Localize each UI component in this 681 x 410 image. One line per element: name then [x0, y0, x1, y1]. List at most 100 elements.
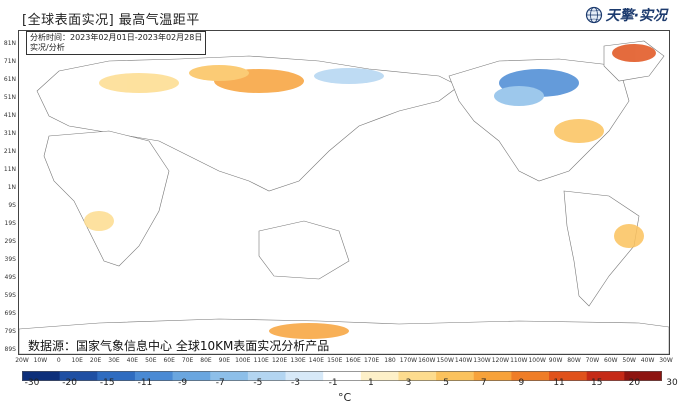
lat-label: 19S: [4, 220, 16, 227]
colorbar-segment: [247, 371, 287, 381]
colorbar-tick-label: 7: [480, 378, 487, 388]
logo-text: 天擎·实况: [605, 8, 667, 24]
lon-label: 160W: [418, 357, 436, 364]
lat-label: 21N: [3, 148, 16, 155]
anomaly-map: [18, 40, 670, 355]
lat-label: 11N: [3, 166, 16, 173]
lon-label: 30E: [108, 357, 120, 364]
lon-label: 110E: [253, 357, 269, 364]
analysis-info-box: 分析时间：2023年02月01日-2023年02月28日 实况/分析: [26, 31, 207, 55]
lon-label: 140E: [308, 357, 325, 364]
lon-label: 40E: [126, 357, 139, 364]
lon-label: 170E: [363, 357, 380, 364]
colorbar-tick-label: 11: [553, 378, 565, 388]
colorbar-segment: [549, 371, 588, 381]
colorbar-segment: [511, 371, 550, 381]
lon-label: 60E: [163, 357, 175, 364]
lon-label: 60W: [604, 357, 618, 364]
analysis-type: 实况/分析: [30, 43, 65, 52]
lon-label: 10W: [33, 357, 48, 364]
lon-label: 20W: [15, 357, 29, 364]
colorbar-tick-label: 20: [628, 378, 641, 388]
lon-label: 50E: [145, 357, 157, 364]
lon-label: 90E: [218, 357, 231, 364]
data-source: 数据源：国家气象信息中心 全球10KM表面实况分析产品: [28, 339, 330, 353]
lon-label: 150W: [436, 357, 454, 364]
colorbar-segment: [323, 371, 362, 381]
lon-label: 100W: [528, 357, 546, 364]
colorbar-tick-label: -20: [62, 378, 77, 388]
lat-label: 49S: [4, 274, 16, 281]
lon-label: 160E: [345, 357, 361, 364]
analysis-time: 分析时间：2023年02月01日-2023年02月28日: [30, 33, 203, 42]
colorbar-tick-label: -11: [137, 378, 153, 388]
colorbar-segment: [436, 371, 475, 381]
lon-label: 110W: [510, 357, 528, 364]
colorbar-segment: [285, 371, 324, 381]
colorbar-segment: [22, 371, 61, 381]
lon-label: 70W: [585, 357, 600, 364]
lon-label: 90W: [548, 357, 563, 364]
lon-label: 0: [56, 357, 61, 364]
colorbar-segment: [134, 371, 174, 381]
lat-label: 79S: [4, 328, 16, 335]
lon-label: 20E: [89, 357, 102, 364]
lon-label: 120W: [491, 357, 510, 364]
lon-label: 130W: [473, 357, 491, 364]
lon-label: 80W: [567, 357, 581, 364]
colorbar: [22, 371, 662, 381]
lat-label: 29S: [4, 238, 16, 245]
colorbar-segment: [97, 371, 136, 381]
lat-label: 69S: [4, 310, 16, 317]
colorbar-segment: [398, 371, 437, 381]
map-frame: [18, 30, 670, 355]
lat-label: 1N: [7, 184, 16, 191]
lon-label: 10E: [71, 357, 83, 364]
lat-label: 89S: [4, 346, 16, 353]
lat-label: 81N: [3, 40, 16, 47]
colorbar-segment: [360, 371, 399, 381]
colorbar-tick-label: -15: [99, 378, 115, 388]
map-title: [全球表面实况] 最高气温距平: [22, 13, 200, 28]
colorbar-tick-label: -9: [178, 378, 188, 388]
colorbar-tick-label: -30: [24, 378, 40, 388]
globe-icon: [585, 6, 602, 24]
colorbar-tick-label: -7: [215, 378, 225, 388]
colorbar-segment: [210, 371, 249, 381]
colorbar-tick-label: 15: [590, 378, 603, 388]
landmass-north-america: [448, 58, 630, 182]
lon-label: 150E: [327, 357, 343, 364]
colorbar-tick-label: -3: [291, 378, 301, 388]
colorbar-segment: [624, 371, 662, 381]
landmass-africa: [43, 130, 170, 267]
colorbar-unit: °C: [338, 391, 352, 404]
colorbar-segment: [473, 371, 512, 381]
lat-label: 9S: [8, 202, 16, 209]
colorbar-tick-label: 1: [367, 378, 374, 388]
lat-label: 31N: [3, 130, 16, 137]
colorbar-segment: [59, 371, 98, 381]
colorbar-segment: [586, 371, 625, 381]
landmass-south-america: [563, 190, 640, 307]
lat-label: 61N: [3, 76, 16, 83]
colorbar-tick-label: 9: [518, 378, 525, 388]
lon-label: 140W: [454, 357, 473, 364]
lon-label: 170W: [399, 357, 418, 364]
lon-label: 50W: [622, 357, 636, 364]
colorbar-tick-label: -5: [253, 378, 263, 388]
lon-label: 70E: [181, 357, 194, 364]
colorbar-segment: [172, 371, 211, 381]
logo: 天擎·实况: [585, 5, 667, 25]
lon-label: 120E: [271, 357, 288, 364]
lat-label: 39S: [4, 256, 16, 263]
landmass-australia: [258, 220, 350, 280]
lon-label: 30W: [659, 357, 673, 364]
colorbar-tick-label: -1: [328, 378, 338, 388]
colorbar-tick-label: 5: [443, 378, 449, 388]
colorbar-tick-label: 3: [405, 378, 412, 388]
lat-label: 41N: [3, 112, 16, 119]
colorbar-tick-label: 30: [666, 378, 678, 388]
lon-label: 40W: [640, 357, 655, 364]
lon-label: 80E: [200, 357, 212, 364]
lon-label: 130E: [290, 357, 306, 364]
